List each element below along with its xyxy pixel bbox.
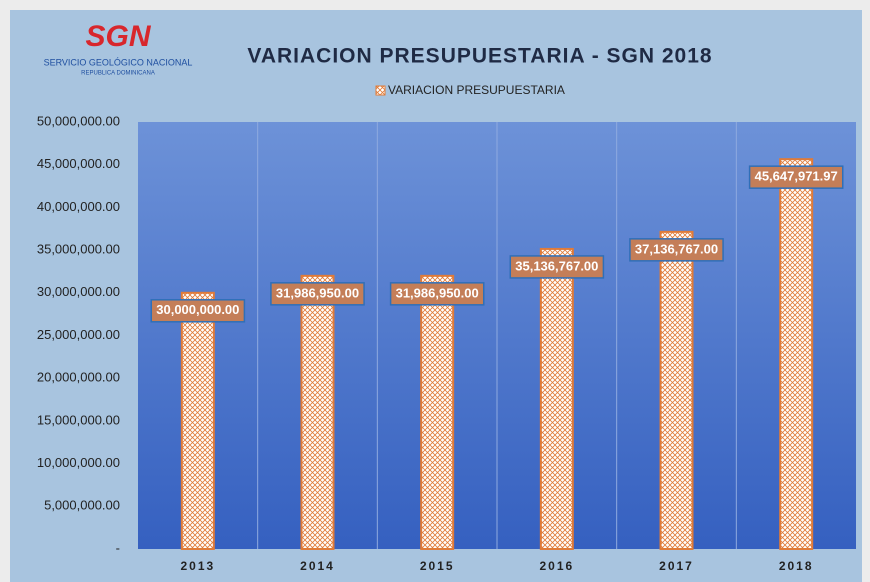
value-label: 30,000,000.00 xyxy=(156,302,239,317)
x-tick-label: 2017 xyxy=(659,559,694,573)
x-tick-label: 2018 xyxy=(779,559,814,573)
x-tick-label: 2016 xyxy=(539,559,574,573)
value-label: 35,136,767.00 xyxy=(515,258,598,273)
x-tick-label: 2013 xyxy=(180,559,215,573)
value-label-box xyxy=(629,238,724,262)
y-tick-label: 20,000,000.00 xyxy=(37,370,120,385)
legend-swatch xyxy=(375,85,386,96)
y-tick-label: 30,000,000.00 xyxy=(37,284,120,299)
bar xyxy=(659,230,694,550)
value-label-box xyxy=(509,255,605,279)
value-label-box xyxy=(270,282,365,306)
value-label-box xyxy=(389,282,485,306)
bar xyxy=(180,291,215,550)
logo-line1: SERVICIO GEOLÓGICO NACIONAL xyxy=(44,57,193,67)
value-label: 45,647,971.97 xyxy=(755,169,838,184)
x-tick-label: 2015 xyxy=(420,559,455,573)
y-tick-label: 15,000,000.00 xyxy=(37,412,120,427)
chart-title: VARIACION PRESUPUESTARIA - SGN 2018 xyxy=(247,45,712,68)
y-tick-label: 35,000,000.00 xyxy=(37,242,120,257)
value-label-box xyxy=(748,165,844,189)
y-tick-label: 5,000,000.00 xyxy=(44,498,120,513)
bar xyxy=(420,274,455,550)
bar xyxy=(779,158,814,550)
y-tick-label: 40,000,000.00 xyxy=(37,199,120,214)
logo-name: SGN xyxy=(85,20,151,53)
logo-line2: REPUBLICA DOMINICANA xyxy=(81,71,155,77)
y-tick-label: - xyxy=(116,540,120,555)
bar xyxy=(300,274,335,550)
y-tick-label: 45,000,000.00 xyxy=(37,156,120,171)
legend-label: VARIACION PRESUPUESTARIA xyxy=(388,83,565,97)
value-label: 31,986,950.00 xyxy=(276,285,359,300)
bar xyxy=(539,247,574,550)
y-tick-label: 50,000,000.00 xyxy=(37,113,120,128)
y-tick-label: 25,000,000.00 xyxy=(37,327,120,342)
value-label-box xyxy=(150,299,246,323)
value-label: 37,136,767.00 xyxy=(635,241,718,256)
value-label: 31,986,950.00 xyxy=(396,285,479,300)
logo: SGN SERVICIO GEOLÓGICO NACIONAL REPUBLIC… xyxy=(44,20,193,77)
y-tick-label: 10,000,000.00 xyxy=(37,455,120,470)
x-tick-label: 2014 xyxy=(300,559,335,573)
